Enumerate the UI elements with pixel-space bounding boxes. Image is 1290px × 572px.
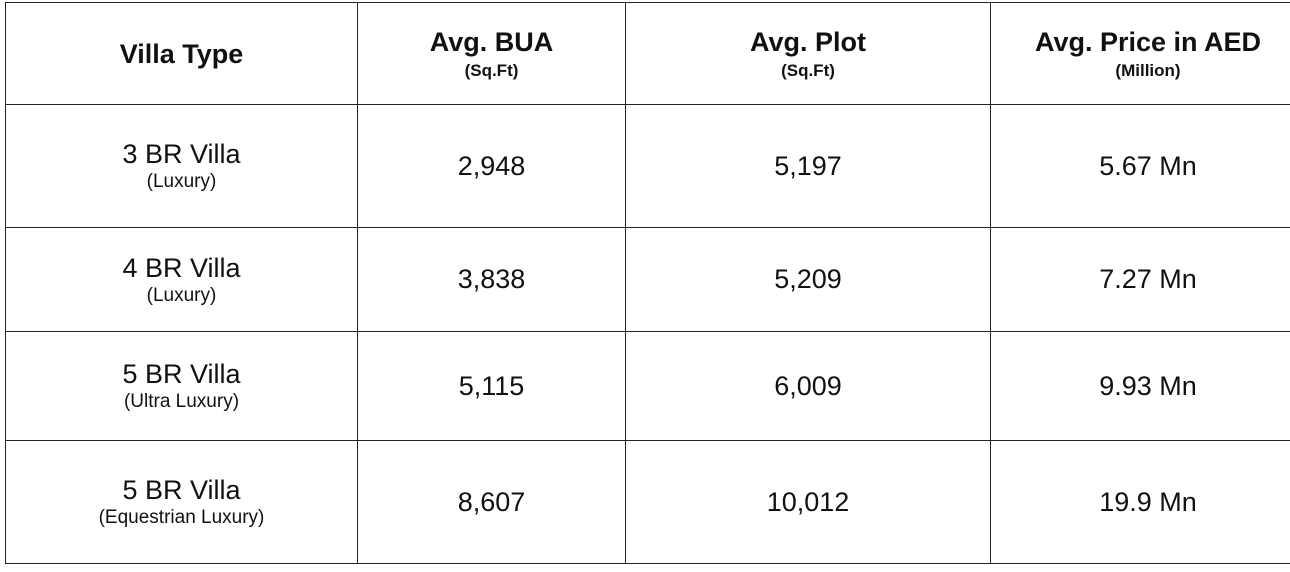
plot-value: 5,209: [774, 264, 842, 294]
header-cell: Avg. BUA (Sq.Ft): [357, 2, 626, 105]
bua-cell: 3,838: [357, 227, 626, 332]
table-row: 4 BR Villa (Luxury) 3,838 5,209 7.27 Mn: [5, 227, 1290, 332]
header-title: Avg. Plot: [749, 26, 866, 57]
price-value: 9.93 Mn: [1099, 370, 1197, 401]
table-wrap: Villa Type Avg. BUA (Sq.Ft) Avg. Plot (Sq.…: [5, 2, 1290, 564]
type-cell: 3 BR Villa (Luxury): [5, 104, 358, 228]
bua-value: 2,948: [457, 150, 526, 181]
bua-value: 8,607: [457, 486, 526, 517]
plot-cell: 5,209: [625, 227, 991, 332]
bua-value: 3,838: [457, 264, 526, 294]
price-cell: 19.9 Mn: [990, 440, 1290, 564]
price-cell: 9.93 Mn: [990, 331, 1290, 441]
header-title: Villa Type: [119, 38, 244, 69]
villa-grade: (Luxury): [146, 284, 217, 306]
villa-type: 5 BR Villa: [122, 475, 241, 505]
villa-type: 5 BR Villa: [122, 359, 241, 389]
table-row: 5 BR Villa (Equestrian Luxury) 8,607 10,012…: [5, 440, 1290, 564]
bua-cell: 5,115: [357, 331, 626, 441]
villa-type: 4 BR Villa: [122, 252, 241, 283]
type-cell: 4 BR Villa (Luxury): [5, 227, 358, 332]
header-title: Avg. Price in AED: [1034, 26, 1262, 57]
plot-value: 5,197: [774, 150, 842, 181]
price-cell: 7.27 Mn: [990, 227, 1290, 332]
bua-cell: 8,607: [357, 440, 626, 564]
header-cell: Avg. Price in AED (Million): [990, 2, 1290, 105]
villa-table: Villa Type Avg. BUA (Sq.Ft) Avg. Plot (Sq.…: [5, 2, 1290, 564]
table-row: 5 BR Villa (Ultra Luxury) 5,115 6,009 9.93 M…: [5, 331, 1290, 441]
price-cell: 5.67 Mn: [990, 104, 1290, 228]
price-value: 19.9 Mn: [1099, 486, 1197, 517]
villa-grade: (Equestrian Luxury): [98, 507, 265, 528]
villa-grade: (Ultra Luxury): [123, 391, 240, 412]
type-cell: 5 BR Villa (Ultra Luxury): [5, 331, 358, 441]
plot-value: 10,012: [766, 486, 850, 517]
table-body: 3 BR Villa (Luxury) 2,948 5,197 5.67 Mn 4 BR …: [5, 104, 1290, 564]
plot-cell: 6,009: [625, 331, 991, 441]
villa-grade: (Luxury): [146, 171, 217, 192]
plot-cell: 5,197: [625, 104, 991, 228]
villa-type: 3 BR Villa: [122, 139, 241, 169]
bua-value: 5,115: [458, 370, 525, 401]
price-value: 5.67 Mn: [1099, 150, 1197, 181]
header-unit: (Million): [1115, 60, 1181, 80]
plot-value: 6,009: [774, 370, 842, 401]
header-unit: (Sq.Ft): [464, 60, 519, 80]
plot-cell: 10,012: [625, 440, 991, 564]
header-row: Villa Type Avg. BUA (Sq.Ft) Avg. Plot (Sq.…: [5, 2, 1290, 105]
header-title: Avg. BUA: [429, 26, 554, 57]
header-unit: (Sq.Ft): [781, 60, 835, 80]
price-value: 7.27 Mn: [1099, 264, 1197, 294]
type-cell: 5 BR Villa (Equestrian Luxury): [5, 440, 358, 564]
bua-cell: 2,948: [357, 104, 626, 228]
table-row: 3 BR Villa (Luxury) 2,948 5,197 5.67 Mn: [5, 104, 1290, 228]
header-cell: Avg. Plot (Sq.Ft): [625, 2, 991, 105]
header-cell: Villa Type: [5, 2, 358, 105]
